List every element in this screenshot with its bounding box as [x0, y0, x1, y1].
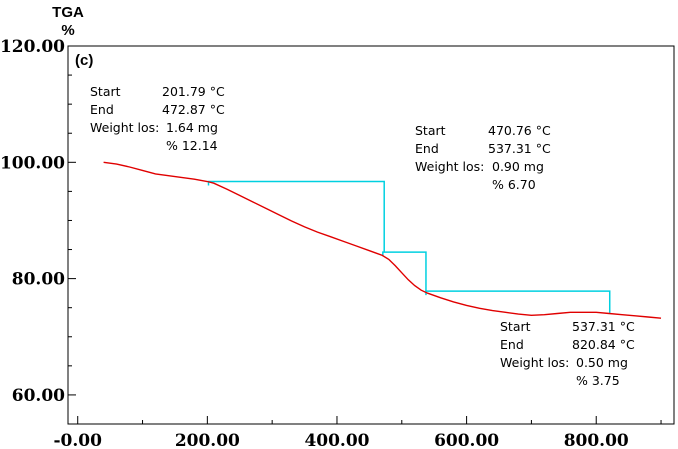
annotation-3-start-value: 537.31 °C: [572, 319, 635, 334]
x-tick-label: 600.00: [434, 431, 499, 449]
y-tick-label: 80.00: [12, 270, 65, 290]
annotation-step-2: Start 470.76 °C End 537.31 °C Weight los…: [415, 123, 551, 192]
axis-ticks: [68, 45, 662, 425]
annotation-2-start-label: Start: [415, 123, 446, 138]
annotation-step-3: Start 537.31 °C End 820.84 °C Weight los…: [500, 319, 635, 388]
y-tick-label: 60.00: [12, 386, 65, 406]
annotation-step-1: Start 201.79 °C End 472.87 °C Weight los…: [90, 84, 225, 153]
annotation-1-weight-label: Weight los:: [90, 120, 159, 135]
annotation-3-weight-value: 0.50 mg: [576, 355, 628, 370]
weight-loss-steps: [207, 180, 611, 313]
weight-loss-step-1: [207, 180, 385, 253]
x-tick-label: 200.00: [175, 431, 240, 449]
annotation-3-weight-label: Weight los:: [500, 355, 569, 370]
annotation-1-weight-value: 1.64 mg: [166, 120, 218, 135]
y-axis-label-line-2: %: [61, 22, 74, 39]
weight-loss-step-2: [382, 251, 427, 292]
annotation-2-weight-label: Weight los:: [415, 159, 484, 174]
y-tick-label: 120.00: [0, 37, 65, 57]
annotation-2-end-value: 537.31 °C: [488, 141, 551, 156]
panel-label: (c): [75, 52, 93, 69]
annotation-1-start-label: Start: [90, 84, 121, 99]
annotation-2-weight-value: 0.90 mg: [492, 159, 544, 174]
plot-frame: [67, 45, 675, 425]
annotation-1-start-value: 201.79 °C: [162, 84, 225, 99]
x-tick-label: 400.00: [304, 431, 369, 449]
annotation-3-end-value: 820.84 °C: [572, 337, 635, 352]
axis-tick-labels: -0.00 200.00 400.00 600.00 800.00 60.00 80.00 1…: [0, 37, 629, 449]
y-tick-label: 100.00: [0, 153, 65, 173]
annotation-1-end-value: 472.87 °C: [162, 102, 225, 117]
annotation-1-end-label: End: [90, 102, 114, 117]
annotation-2-percent: % 6.70: [492, 177, 536, 192]
y-axis-label-line-1: TGA: [52, 4, 84, 21]
tga-curve: [103, 161, 662, 319]
annotation-3-percent: % 3.75: [576, 373, 620, 388]
x-tick-label: -0.00: [53, 431, 102, 449]
x-tick-label: 800.00: [564, 431, 629, 449]
annotation-3-start-label: Start: [500, 319, 531, 334]
annotation-2-start-value: 470.76 °C: [488, 123, 551, 138]
annotation-1-percent: % 12.14: [166, 138, 218, 153]
annotation-2-end-label: End: [415, 141, 439, 156]
annotation-3-end-label: End: [500, 337, 524, 352]
